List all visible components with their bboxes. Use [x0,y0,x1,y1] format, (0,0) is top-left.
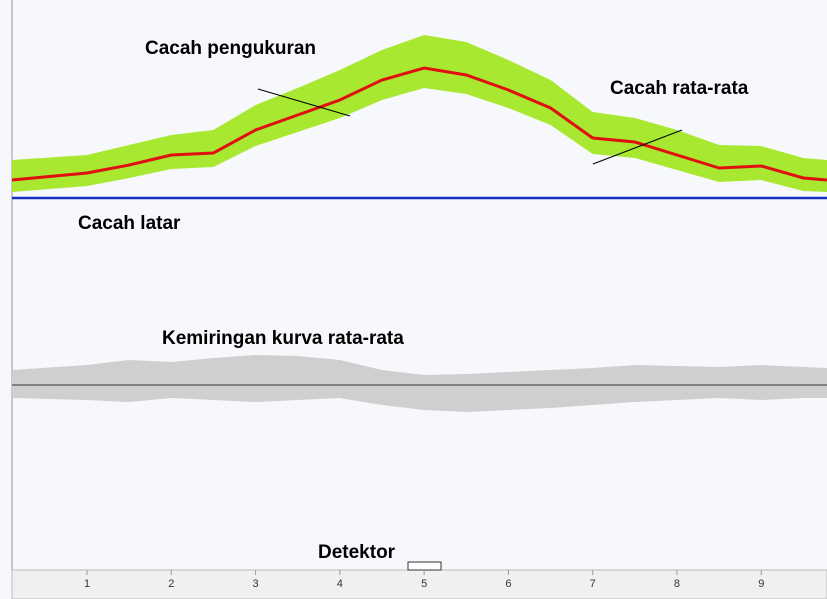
annotation: Cacah latar [78,213,181,234]
annotation: Cacah rata-rata [610,78,749,99]
x-tick-label: 4 [337,578,343,590]
detector-box [407,561,442,571]
average-line [11,66,827,182]
x-tick-label: 9 [758,578,764,590]
annotation: Detektor [318,542,396,563]
x-tick-label: 3 [253,578,259,590]
x-tick-label: 2 [168,578,174,590]
x-tick-label: 8 [674,578,680,590]
annotation: Kemiringan kurva rata-rata [162,328,404,349]
x-axis: 1 2 3 4 5 6 7 8 9 [84,570,764,590]
x-tick-label: 5 [421,578,427,590]
x-tick-label: 6 [505,578,511,590]
x-tick-label: 1 [84,578,90,590]
signal-band [12,355,827,412]
annotation: Cacah pengukuran [145,38,316,59]
pointer-line [592,129,683,165]
x-tick-label: 7 [590,578,596,590]
axis-bar [11,569,827,599]
pointer-line [257,88,351,117]
